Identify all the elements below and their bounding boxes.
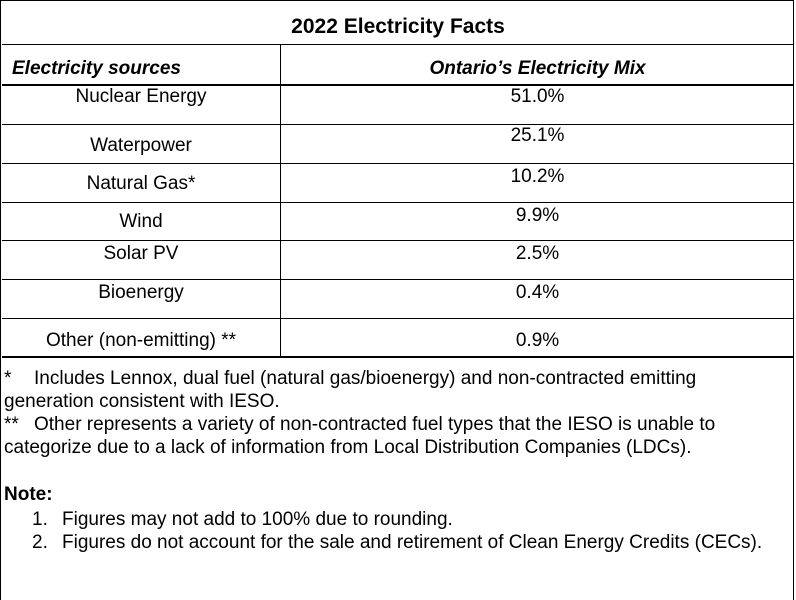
value-cell: 0.9%	[515, 330, 560, 351]
source-cell: Wind	[119, 211, 163, 232]
table-row: Wind 9.9%	[2, 203, 794, 241]
column-header-mix: Ontario’s Electricity Mix	[281, 45, 794, 86]
source-cell: Solar PV	[103, 243, 179, 264]
table-row: Nuclear Energy 51.0%	[2, 86, 794, 125]
source-cell: Other (non-emitting) **	[45, 330, 237, 351]
note-text: Figures do not account for the sale and …	[62, 532, 763, 553]
list-item: 1. Figures may not add to 100% due to rou…	[4, 508, 784, 531]
note-heading: Note:	[4, 484, 53, 505]
footnote-text: Includes Lennox, dual fuel (natural gas/…	[4, 368, 697, 412]
source-cell: Natural Gas*	[86, 173, 196, 194]
footnote-text: Other represents a variety of non-contra…	[4, 414, 716, 458]
source-cell: Waterpower	[90, 135, 192, 156]
footnote-mark: *	[4, 368, 12, 389]
footnote-mark: **	[4, 414, 19, 435]
note-list: 1. Figures may not add to 100% due to rou…	[4, 508, 784, 554]
column-header-sources: Electricity sources	[2, 45, 281, 86]
value-cell: 51.0%	[510, 86, 565, 107]
table-row: Bioenergy 0.4%	[2, 280, 794, 319]
footnote: ** Other represents a variety of non-cont…	[4, 413, 784, 459]
source-cell: Nuclear Energy	[75, 86, 207, 107]
footnotes: * Includes Lennox, dual fuel (natural gas…	[4, 367, 784, 554]
value-cell: 2.5%	[515, 243, 560, 264]
list-item: 2. Figures do not account for the sale an…	[4, 531, 784, 554]
table-row: Natural Gas* 10.2%	[2, 164, 794, 203]
table-title: 2022 Electricity Facts	[2, 2, 794, 45]
value-cell: 25.1%	[510, 125, 565, 146]
table-row: Solar PV 2.5%	[2, 241, 794, 280]
note-number: 2.	[32, 532, 48, 553]
value-cell: 10.2%	[510, 166, 565, 187]
footnote: * Includes Lennox, dual fuel (natural gas…	[4, 367, 784, 413]
table-row: Other (non-emitting) ** 0.9%	[2, 319, 794, 358]
table-row: Waterpower 25.1%	[2, 125, 794, 164]
value-cell: 9.9%	[515, 205, 560, 226]
note-text: Figures may not add to 100% due to round…	[62, 509, 453, 530]
value-cell: 0.4%	[515, 282, 560, 303]
note-number: 1.	[32, 509, 48, 530]
source-cell: Bioenergy	[98, 282, 184, 303]
